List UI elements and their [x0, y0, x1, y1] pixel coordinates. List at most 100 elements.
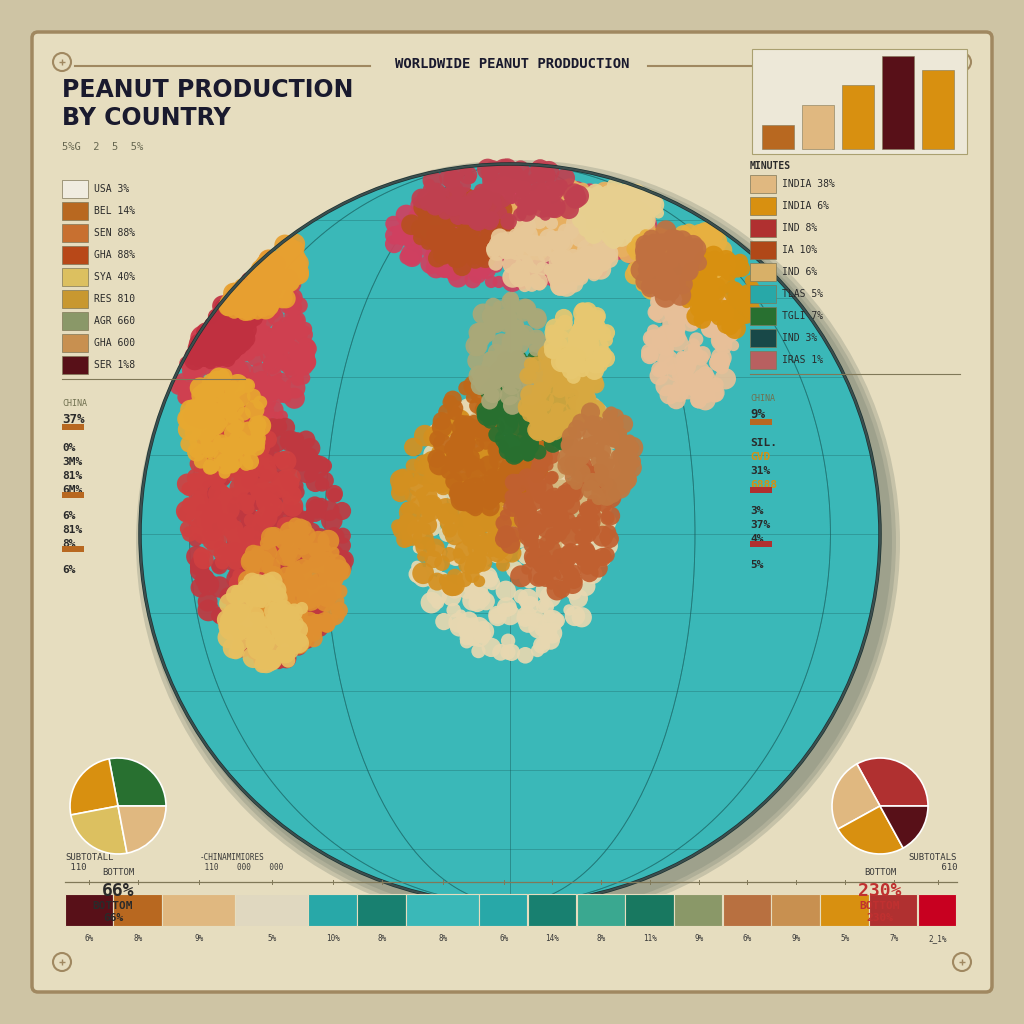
- Point: [215, 298, 231, 314]
- Point: [283, 338, 299, 354]
- Point: [204, 385, 220, 401]
- Point: [557, 439, 573, 456]
- Point: [500, 633, 516, 649]
- Point: [577, 369, 593, 385]
- Point: [473, 424, 489, 440]
- Point: [529, 335, 546, 351]
- Point: [453, 463, 469, 479]
- Point: [583, 514, 599, 530]
- Point: [451, 433, 467, 450]
- Point: [567, 252, 584, 268]
- Point: [462, 170, 478, 186]
- Point: [589, 319, 605, 336]
- Point: [318, 589, 335, 605]
- Point: [460, 461, 476, 477]
- Point: [544, 487, 560, 504]
- Point: [282, 323, 298, 339]
- Point: [458, 624, 474, 640]
- Point: [193, 480, 209, 497]
- Point: [258, 382, 274, 398]
- Point: [275, 275, 292, 292]
- Point: [224, 294, 241, 310]
- Point: [522, 213, 539, 229]
- Point: [528, 222, 545, 239]
- Point: [278, 453, 294, 469]
- Point: [545, 556, 561, 572]
- Point: [498, 191, 514, 208]
- Point: [419, 207, 435, 223]
- Point: [498, 352, 514, 369]
- Point: [508, 446, 524, 463]
- Point: [492, 241, 508, 257]
- Point: [698, 387, 715, 403]
- Point: [258, 655, 274, 672]
- Point: [244, 560, 260, 577]
- Point: [577, 379, 593, 395]
- Point: [238, 450, 254, 466]
- Point: [538, 356, 554, 373]
- Point: [280, 575, 296, 592]
- Point: [573, 358, 590, 375]
- Point: [204, 430, 220, 446]
- Point: [505, 508, 521, 524]
- Point: [483, 488, 500, 505]
- Point: [416, 200, 432, 216]
- Point: [552, 419, 568, 435]
- Point: [469, 243, 485, 259]
- Point: [565, 483, 582, 500]
- Point: [645, 323, 662, 339]
- Point: [504, 333, 520, 349]
- Point: [474, 493, 490, 509]
- Point: [202, 442, 218, 459]
- Point: [278, 518, 294, 535]
- Point: [313, 534, 330, 550]
- Point: [238, 436, 254, 453]
- Point: [561, 527, 578, 544]
- Point: [240, 417, 256, 433]
- Point: [534, 271, 550, 288]
- Point: [246, 388, 262, 404]
- Point: [463, 477, 479, 494]
- Point: [534, 637, 550, 653]
- Point: [241, 460, 257, 476]
- Point: [477, 244, 494, 260]
- Point: [525, 376, 542, 392]
- Point: [223, 377, 240, 393]
- Point: [544, 183, 560, 200]
- Point: [569, 394, 586, 411]
- Point: [481, 213, 498, 229]
- Point: [618, 449, 635, 465]
- Point: [496, 499, 512, 515]
- Point: [534, 201, 550, 217]
- Point: [484, 184, 501, 201]
- Point: [528, 612, 545, 629]
- Point: [539, 535, 555, 551]
- Point: [650, 237, 667, 253]
- Point: [188, 500, 205, 516]
- Point: [502, 237, 518, 253]
- Point: [684, 267, 700, 284]
- Point: [433, 211, 450, 227]
- Point: [252, 373, 268, 389]
- Point: [259, 495, 275, 511]
- Point: [543, 416, 559, 432]
- Point: [551, 467, 567, 483]
- Point: [250, 607, 266, 624]
- Point: [249, 417, 265, 433]
- Point: [737, 289, 754, 305]
- Point: [460, 208, 476, 224]
- Point: [282, 315, 298, 332]
- Point: [466, 484, 482, 501]
- Point: [473, 369, 489, 385]
- Point: [386, 236, 402, 252]
- Point: [538, 388, 554, 404]
- Point: [425, 247, 441, 263]
- Point: [534, 437, 550, 454]
- Point: [249, 557, 265, 573]
- Point: [552, 455, 568, 471]
- Point: [498, 315, 514, 332]
- Point: [684, 263, 700, 280]
- Point: [679, 295, 695, 311]
- Point: [265, 418, 282, 434]
- FancyBboxPatch shape: [626, 894, 674, 927]
